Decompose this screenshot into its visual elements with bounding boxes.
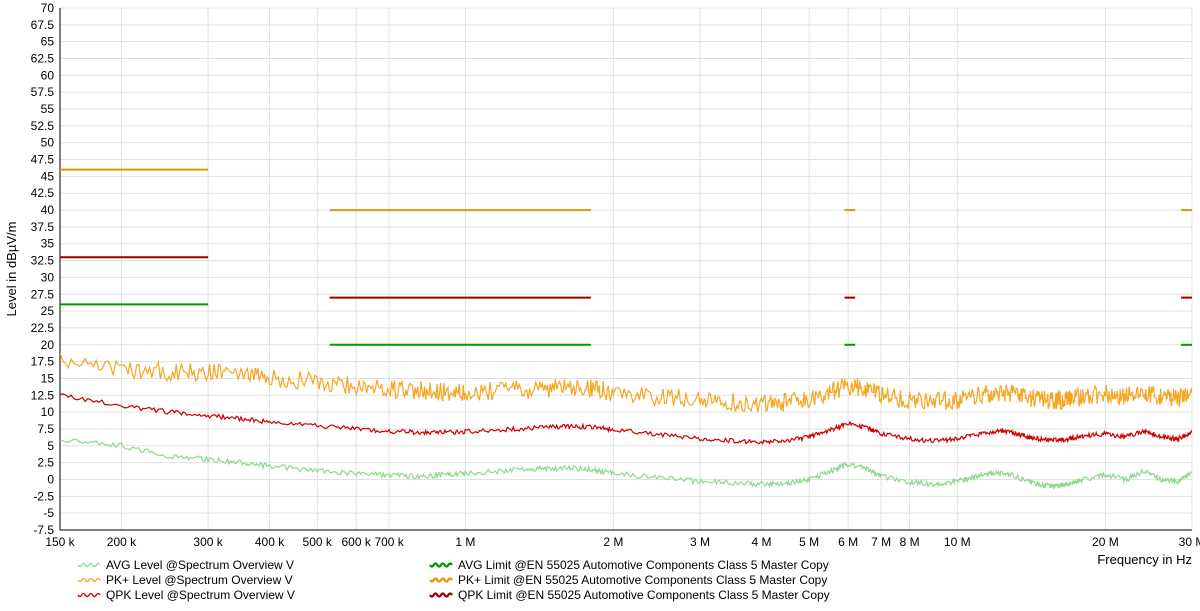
x-tick-label: 3 M xyxy=(690,535,710,549)
x-tick-label: 4 M xyxy=(752,535,772,549)
y-tick-label: 62.5 xyxy=(31,52,55,66)
x-tick-label: 300 k xyxy=(193,535,223,549)
legend-label: QPK Level @Spectrum Overview V xyxy=(106,588,295,602)
x-tick-label: 1 M xyxy=(455,535,475,549)
y-tick-label: 15 xyxy=(41,371,55,385)
x-tick-label: 6 M xyxy=(838,535,858,549)
y-tick-label: -5 xyxy=(43,506,54,520)
y-tick-label: 25 xyxy=(41,304,55,318)
y-tick-label: 60 xyxy=(41,68,55,82)
emc-spectrum-chart: -7.5-5-2.502.557.51012.51517.52022.52527… xyxy=(0,0,1200,611)
y-axis-label: Level in dBµV/m xyxy=(4,222,19,317)
x-tick-label: 2 M xyxy=(603,535,623,549)
x-tick-label: 700 k xyxy=(374,535,404,549)
y-tick-label: 5 xyxy=(47,439,54,453)
y-tick-label: 67.5 xyxy=(31,18,55,32)
x-tick-label: 600 k xyxy=(342,535,372,549)
legend-label: PK+ Limit @EN 55025 Automotive Component… xyxy=(458,573,827,587)
x-tick-label: 20 M xyxy=(1092,535,1119,549)
y-tick-label: 37.5 xyxy=(31,220,55,234)
legend-swatch xyxy=(430,564,452,567)
y-tick-label: 50 xyxy=(41,136,55,150)
chart-svg: -7.5-5-2.502.557.51012.51517.52022.52527… xyxy=(0,0,1200,611)
x-tick-label: 400 k xyxy=(255,535,285,549)
x-tick-label: 200 k xyxy=(107,535,137,549)
y-tick-label: 22.5 xyxy=(31,321,55,335)
y-tick-label: 27.5 xyxy=(31,287,55,301)
y-tick-label: 17.5 xyxy=(31,355,55,369)
x-tick-label: 8 M xyxy=(900,535,920,549)
x-tick-label: 7 M xyxy=(871,535,891,549)
y-tick-label: 40 xyxy=(41,203,55,217)
legend-label: PK+ Level @Spectrum Overview V xyxy=(106,573,293,587)
x-tick-label: 10 M xyxy=(944,535,971,549)
x-axis-label: Frequency in Hz xyxy=(1097,552,1192,567)
y-tick-label: 20 xyxy=(41,338,55,352)
y-tick-label: 45 xyxy=(41,169,55,183)
y-tick-label: 2.5 xyxy=(37,456,54,470)
x-tick-label: 500 k xyxy=(303,535,333,549)
x-tick-label: 5 M xyxy=(799,535,819,549)
x-tick-label: 150 k xyxy=(45,535,75,549)
legend-swatch xyxy=(430,594,452,597)
y-tick-label: 10 xyxy=(41,405,55,419)
y-tick-label: 42.5 xyxy=(31,186,55,200)
legend-label: QPK Limit @EN 55025 Automotive Component… xyxy=(458,588,830,602)
y-tick-label: 12.5 xyxy=(31,388,55,402)
y-tick-label: -2.5 xyxy=(33,489,54,503)
y-tick-label: 52.5 xyxy=(31,119,55,133)
y-tick-label: 57.5 xyxy=(31,85,55,99)
y-tick-label: 35 xyxy=(41,237,55,251)
y-tick-label: 7.5 xyxy=(37,422,54,436)
y-tick-label: 70 xyxy=(41,1,55,15)
y-tick-label: 47.5 xyxy=(31,153,55,167)
y-tick-label: 55 xyxy=(41,102,55,116)
y-tick-label: 30 xyxy=(41,270,55,284)
legend-swatch xyxy=(430,579,452,582)
legend-label: AVG Level @Spectrum Overview V xyxy=(106,558,294,572)
y-tick-label: 32.5 xyxy=(31,254,55,268)
x-tick-label: 30 M xyxy=(1179,535,1200,549)
legend-label: AVG Limit @EN 55025 Automotive Component… xyxy=(458,558,829,572)
y-tick-label: 0 xyxy=(47,472,54,486)
y-tick-label: 65 xyxy=(41,35,55,49)
